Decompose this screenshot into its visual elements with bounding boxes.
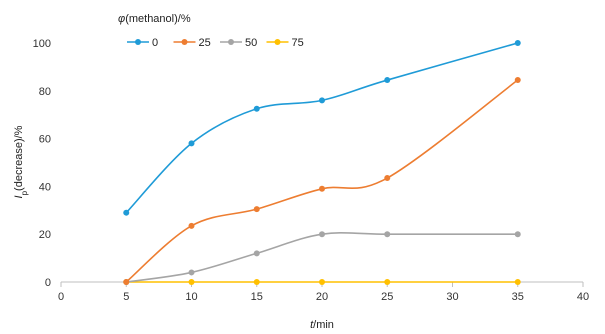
series-25 (123, 77, 521, 285)
x-tick-label: 20 (316, 291, 328, 303)
data-point (319, 185, 325, 192)
series-0 (123, 40, 521, 216)
data-point (514, 231, 521, 238)
data-point (319, 231, 325, 238)
series-50 (123, 231, 521, 285)
y-tick-label: 20 (39, 229, 51, 241)
data-point (253, 279, 260, 285)
y-axis-ticks: 0 20 40 60 80 100 (33, 38, 51, 289)
series-layer (123, 40, 521, 285)
x-tick-label: 40 (577, 291, 589, 303)
legend-title-text: (methanol)/% (125, 13, 191, 25)
data-point (253, 250, 260, 257)
y-tick-label: 100 (33, 38, 51, 50)
data-point (384, 175, 391, 182)
legend-item-50: 50 (220, 37, 257, 49)
x-tick-label: 25 (381, 291, 393, 303)
legend-swatch-marker (135, 39, 141, 45)
y-axis-label-text: (decrease)/% (13, 125, 25, 191)
legend-item-25: 25 (173, 37, 211, 49)
legend-label: 50 (245, 37, 257, 49)
data-point (188, 279, 195, 285)
data-point (319, 97, 325, 104)
legend-title: φ(methanol)/% (118, 13, 191, 25)
data-point (514, 77, 521, 84)
series-line (126, 231, 518, 283)
x-axis-ticks: 0 5 10 15 20 25 30 35 40 (58, 282, 589, 303)
data-point (384, 279, 391, 285)
y-tick-label: 40 (39, 181, 51, 193)
x-tick-label: 35 (512, 291, 524, 303)
x-tick-label: 5 (123, 291, 129, 303)
data-point (514, 279, 521, 285)
x-axis-label-text: /min (313, 319, 334, 331)
x-tick-label: 10 (185, 291, 197, 303)
data-point (253, 206, 260, 213)
legend-swatch-marker (181, 39, 188, 45)
legend-swatch-marker (274, 39, 281, 45)
data-point (188, 269, 195, 276)
data-point (123, 279, 130, 285)
legend-label: 25 (199, 37, 211, 49)
series-75 (123, 279, 521, 285)
data-point (188, 222, 195, 229)
legend-item-75: 75 (266, 37, 304, 49)
series-line (125, 42, 518, 214)
y-tick-label: 80 (39, 86, 51, 98)
x-axis-label-symbol: t (310, 319, 314, 331)
data-point (514, 40, 521, 46)
y-axis-label: Ip(decrease)/% (13, 125, 29, 198)
data-point (253, 105, 260, 112)
legend-item-0: 0 (127, 37, 158, 49)
series-line (125, 79, 519, 283)
data-point (188, 140, 195, 147)
legend-swatch-marker (228, 39, 234, 45)
y-tick-label: 0 (45, 277, 51, 289)
y-axis-label-symbol: I (13, 195, 25, 198)
data-point (123, 209, 130, 216)
data-point (384, 231, 391, 238)
y-axis-label-subscript: p (20, 190, 29, 195)
legend-title-symbol: φ (118, 13, 125, 25)
legend-label: 75 (292, 37, 304, 49)
x-axis-label: t/min (310, 319, 334, 331)
y-tick-label: 60 (39, 134, 51, 146)
legend-label: 0 (152, 37, 158, 49)
x-tick-label: 30 (446, 291, 458, 303)
data-point (319, 279, 325, 285)
legend: φ(methanol)/% 0 25 50 75 (118, 13, 304, 49)
x-tick-label: 15 (251, 291, 263, 303)
x-tick-label: 0 (58, 291, 64, 303)
data-point (384, 77, 391, 84)
